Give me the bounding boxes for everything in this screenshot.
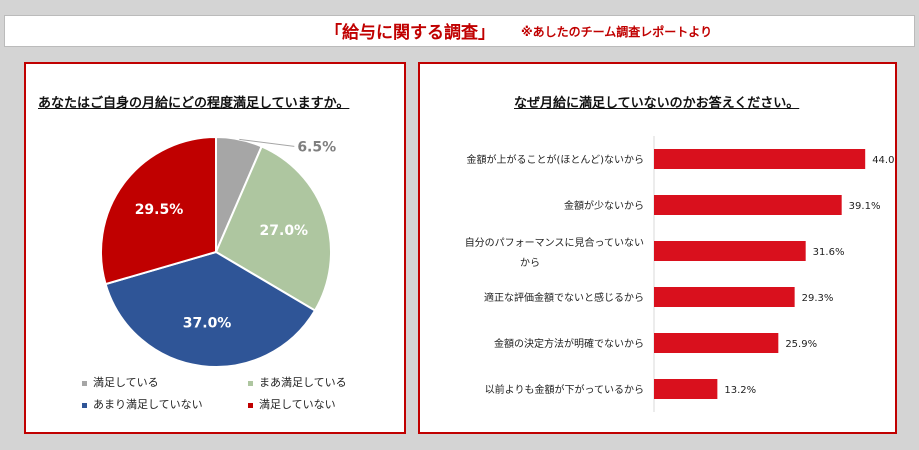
bar-category-label: 金額の決定方法が明確でないから xyxy=(494,337,644,350)
bar xyxy=(654,195,842,215)
legend-swatch xyxy=(248,402,253,408)
bar-category-label: 金額が上がることが(ほとんど)ないから xyxy=(466,153,644,166)
page-title: 「給与に関する調査」 xyxy=(325,23,495,43)
pie-data-label: 27.0% xyxy=(260,223,309,239)
bar-chart-title: なぜ月給に満足していないのかお答えください。 xyxy=(514,96,800,111)
pie-slice xyxy=(100,135,217,286)
satisfaction-panel: あなたはご自身の月給にどの程度満足していますか。 6.5% 27.0% 37.0% 2… xyxy=(24,62,406,434)
bar-data-label: 31.6% xyxy=(813,247,845,258)
bar-data-label: 39.1% xyxy=(849,201,881,212)
pie-chart: 6.5% 27.0% 37.0% 29.5% xyxy=(100,135,336,368)
legend-label: 満足している xyxy=(93,376,159,389)
pie-leader-line xyxy=(239,138,295,147)
bar-category-label: 適正な評価金額でないと感じるから xyxy=(484,291,644,304)
bar xyxy=(654,241,806,261)
bar xyxy=(654,379,718,399)
pie-data-label: 37.0% xyxy=(183,316,232,332)
source-note: ※あしたのチーム調査レポートより xyxy=(521,25,713,39)
bar-category-label: 以前よりも金額が下がっているから xyxy=(485,383,644,396)
bar-category-label: 金額が少ないから xyxy=(564,199,644,212)
legend-item: あまり満足していない xyxy=(82,396,203,412)
bar-data-label: 29.3% xyxy=(802,293,834,304)
bar xyxy=(654,287,795,307)
legend-swatch xyxy=(248,380,253,386)
legend-item: まあ満足している xyxy=(248,374,347,390)
bar xyxy=(654,333,779,353)
reasons-panel: なぜ月給に満足していないのかお答えください。 44.0% 金額が上がることが(ほと… xyxy=(418,62,897,434)
header-bar: 「給与に関する調査」 ※あしたのチーム調査レポートより xyxy=(4,15,915,47)
bar xyxy=(654,149,866,169)
bar-data-label: 25.9% xyxy=(785,339,817,350)
legend-label: あまり満足していない xyxy=(93,398,203,411)
legend-item: 満足している xyxy=(82,374,159,390)
pie-chart-title: あなたはご自身の月給にどの程度満足していますか。 xyxy=(38,96,350,111)
legend-label: まあ満足している xyxy=(259,376,347,389)
bar-data-label: 44.0% xyxy=(872,155,895,166)
legend-item: 満足していない xyxy=(248,396,336,412)
bar-category-label: 自分のパフォーマンスに見合っていない xyxy=(465,236,644,249)
bar-category-label: から xyxy=(520,257,540,269)
legend-label: 満足していない xyxy=(259,398,336,411)
pie-data-label: 29.5% xyxy=(135,202,184,218)
pie-slice xyxy=(104,250,317,368)
pie-slice xyxy=(214,145,333,312)
bar-data-label: 13.2% xyxy=(724,385,756,396)
legend-swatch xyxy=(82,402,87,408)
pie-data-label: 6.5% xyxy=(297,139,336,155)
bar-chart: 44.0% 金額が上がることが(ほとんど)ないから 39.1% 金額が少ないから 31.… xyxy=(465,136,895,412)
legend-swatch xyxy=(82,380,87,386)
